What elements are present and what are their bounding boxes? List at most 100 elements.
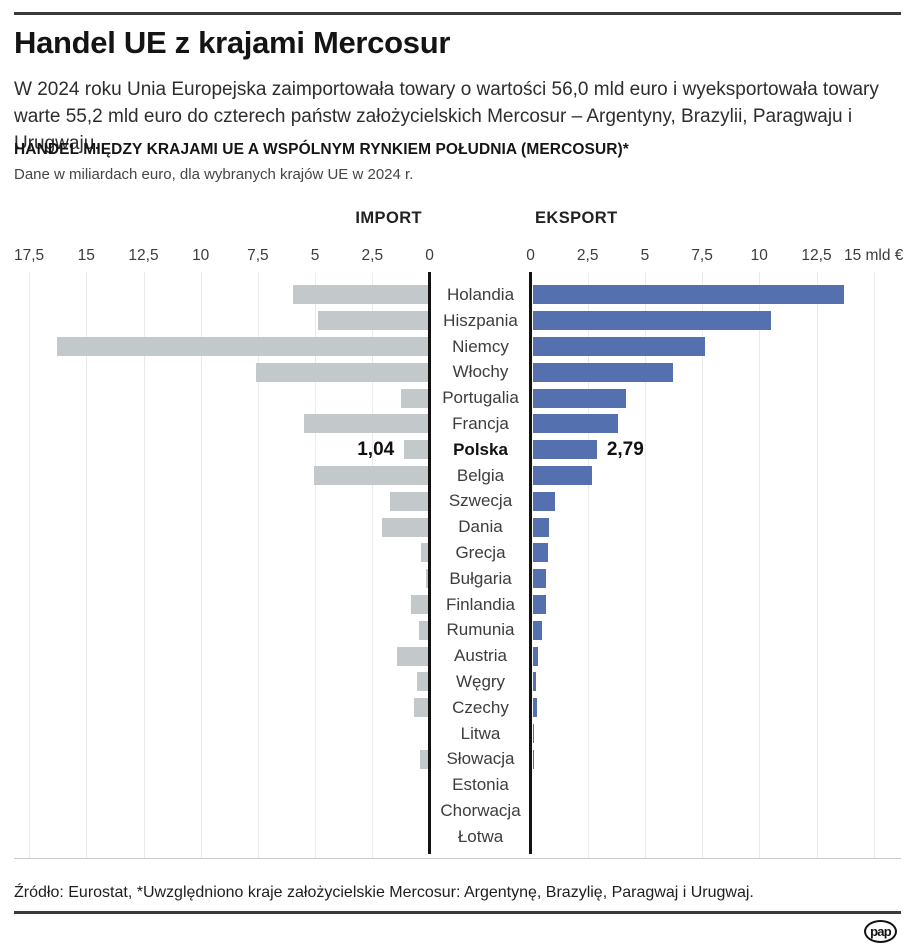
- eksport-gridline: [644, 272, 646, 858]
- import-axis-tick: 15: [77, 247, 95, 264]
- export-bar: [533, 465, 593, 485]
- import-axis-tick: 10: [192, 247, 210, 264]
- country-label: Holandia: [446, 285, 515, 304]
- eksport-column-header: EKSPORT: [535, 209, 618, 227]
- import-gridline: [86, 272, 88, 858]
- pap-logo-text: pap: [870, 924, 892, 939]
- intro-text: W 2024 roku Unia Europejska zaimportował…: [14, 79, 879, 154]
- import-bar: [416, 672, 428, 692]
- import-axis-tick: 0: [425, 247, 434, 264]
- export-bar: [533, 517, 550, 537]
- import-gridline: [315, 272, 317, 858]
- export-bar: [533, 698, 537, 718]
- country-label: Polska: [453, 439, 508, 459]
- export-bar: [533, 362, 673, 382]
- country-label: Włochy: [452, 362, 509, 382]
- import-bar: [57, 336, 428, 356]
- import-bar: [410, 594, 428, 614]
- chart-row: Belgia: [0, 463, 915, 489]
- page-title: Handel UE z krajami Mercosur: [14, 25, 451, 60]
- chart-row: Polska 1,04 2,79: [0, 437, 915, 463]
- import-gridline: [372, 272, 374, 858]
- import-bar: [425, 569, 428, 589]
- import-gridline: [29, 272, 31, 858]
- export-bar: [533, 311, 771, 331]
- country-label: Niemcy: [452, 336, 509, 356]
- eksport-gridline: [873, 272, 875, 858]
- eksport-gridline: [702, 272, 704, 858]
- bottom-rule: [14, 911, 901, 914]
- export-bar: [533, 285, 845, 305]
- export-bar: [533, 414, 618, 434]
- country-label: Finlandia: [446, 594, 515, 614]
- eksport-gridline: [587, 272, 589, 858]
- export-bar: [533, 440, 597, 460]
- chart-row: Francja: [0, 411, 915, 437]
- import-axis-tick: 12,5: [128, 247, 159, 264]
- country-label: Portugalia: [442, 388, 519, 408]
- chart-row: Szwecja: [0, 488, 915, 514]
- eksport-axis-tick: 2,5: [576, 247, 599, 264]
- import-bar: [420, 749, 428, 769]
- eksport-zero-axis: [529, 272, 532, 854]
- eksport-axis-tick: 10: [750, 247, 768, 264]
- chart-row: Chorwacja: [0, 798, 915, 824]
- export-bar: [533, 388, 626, 408]
- chart-row: Rumunia: [0, 617, 915, 643]
- import-bar: [318, 311, 428, 331]
- import-gridline: [200, 272, 202, 858]
- import-value-label: 1,04: [357, 438, 395, 460]
- pap-logo: pap: [864, 920, 897, 943]
- eksport-axis-tick: 5: [640, 247, 650, 264]
- country-label: Litwa: [460, 723, 501, 743]
- export-value-label: 2,79: [606, 438, 644, 460]
- chart-row: Hiszpania: [0, 308, 915, 334]
- import-bar: [390, 491, 428, 511]
- chart-row: Portugalia: [0, 385, 915, 411]
- chart-row: Holandia: [0, 282, 915, 308]
- import-gridline: [143, 272, 145, 858]
- country-label: Grecja: [455, 542, 506, 562]
- country-label: Łotwa: [457, 826, 504, 846]
- country-label: Bułgaria: [449, 568, 512, 588]
- export-bar: [533, 620, 543, 640]
- eksport-gridline: [816, 272, 818, 858]
- country-label: Hiszpania: [443, 310, 518, 330]
- export-bar: [533, 336, 705, 356]
- import-bar: [400, 388, 428, 408]
- chart-row: Bułgaria: [0, 566, 915, 592]
- country-label: Słowacja: [446, 749, 515, 769]
- chart-row: Łotwa: [0, 824, 915, 850]
- import-bar: [256, 362, 428, 382]
- country-label: Rumunia: [446, 620, 515, 640]
- country-label: Austria: [454, 646, 507, 666]
- eksport-axis-tick: 0: [526, 247, 535, 264]
- country-label: Dania: [458, 517, 503, 537]
- chart-row: Austria: [0, 643, 915, 669]
- eksport-gridline: [759, 272, 761, 858]
- import-bar: [414, 698, 428, 718]
- import-axis-tick: 5: [310, 247, 320, 264]
- import-axis-tick: 7,5: [247, 247, 269, 264]
- export-bar: [533, 543, 548, 563]
- import-axis-tick: 2,5: [361, 247, 384, 264]
- import-gridline: [257, 272, 259, 858]
- import-zero-axis: [428, 272, 431, 854]
- country-label: Chorwacja: [440, 800, 521, 820]
- import-bar: [382, 517, 428, 537]
- import-bar: [397, 646, 428, 666]
- import-column-header: IMPORT: [355, 209, 422, 227]
- chart-row: Estonia: [0, 772, 915, 798]
- plot-baseline: [14, 858, 901, 859]
- import-bar: [421, 543, 428, 563]
- chart-rows: Holandia Hiszpania Niemcy Włochy Portugalia F…: [0, 282, 915, 850]
- chart-row: Włochy: [0, 359, 915, 385]
- import-axis-tick: 17,5: [14, 247, 45, 264]
- chart-heading: HANDEL MIĘDZY KRAJAMI UE A WSPÓLNYM RYNK…: [14, 141, 629, 158]
- chart-subheading: Dane w miliardach euro, dla wybranych kr…: [14, 166, 414, 183]
- eksport-axis-tick: 15 mld €: [843, 247, 904, 264]
- chart-row: Dania: [0, 514, 915, 540]
- chart-row: Czechy: [0, 695, 915, 721]
- source-note: Źródło: Eurostat, *Uwzględniono kraje za…: [14, 884, 754, 901]
